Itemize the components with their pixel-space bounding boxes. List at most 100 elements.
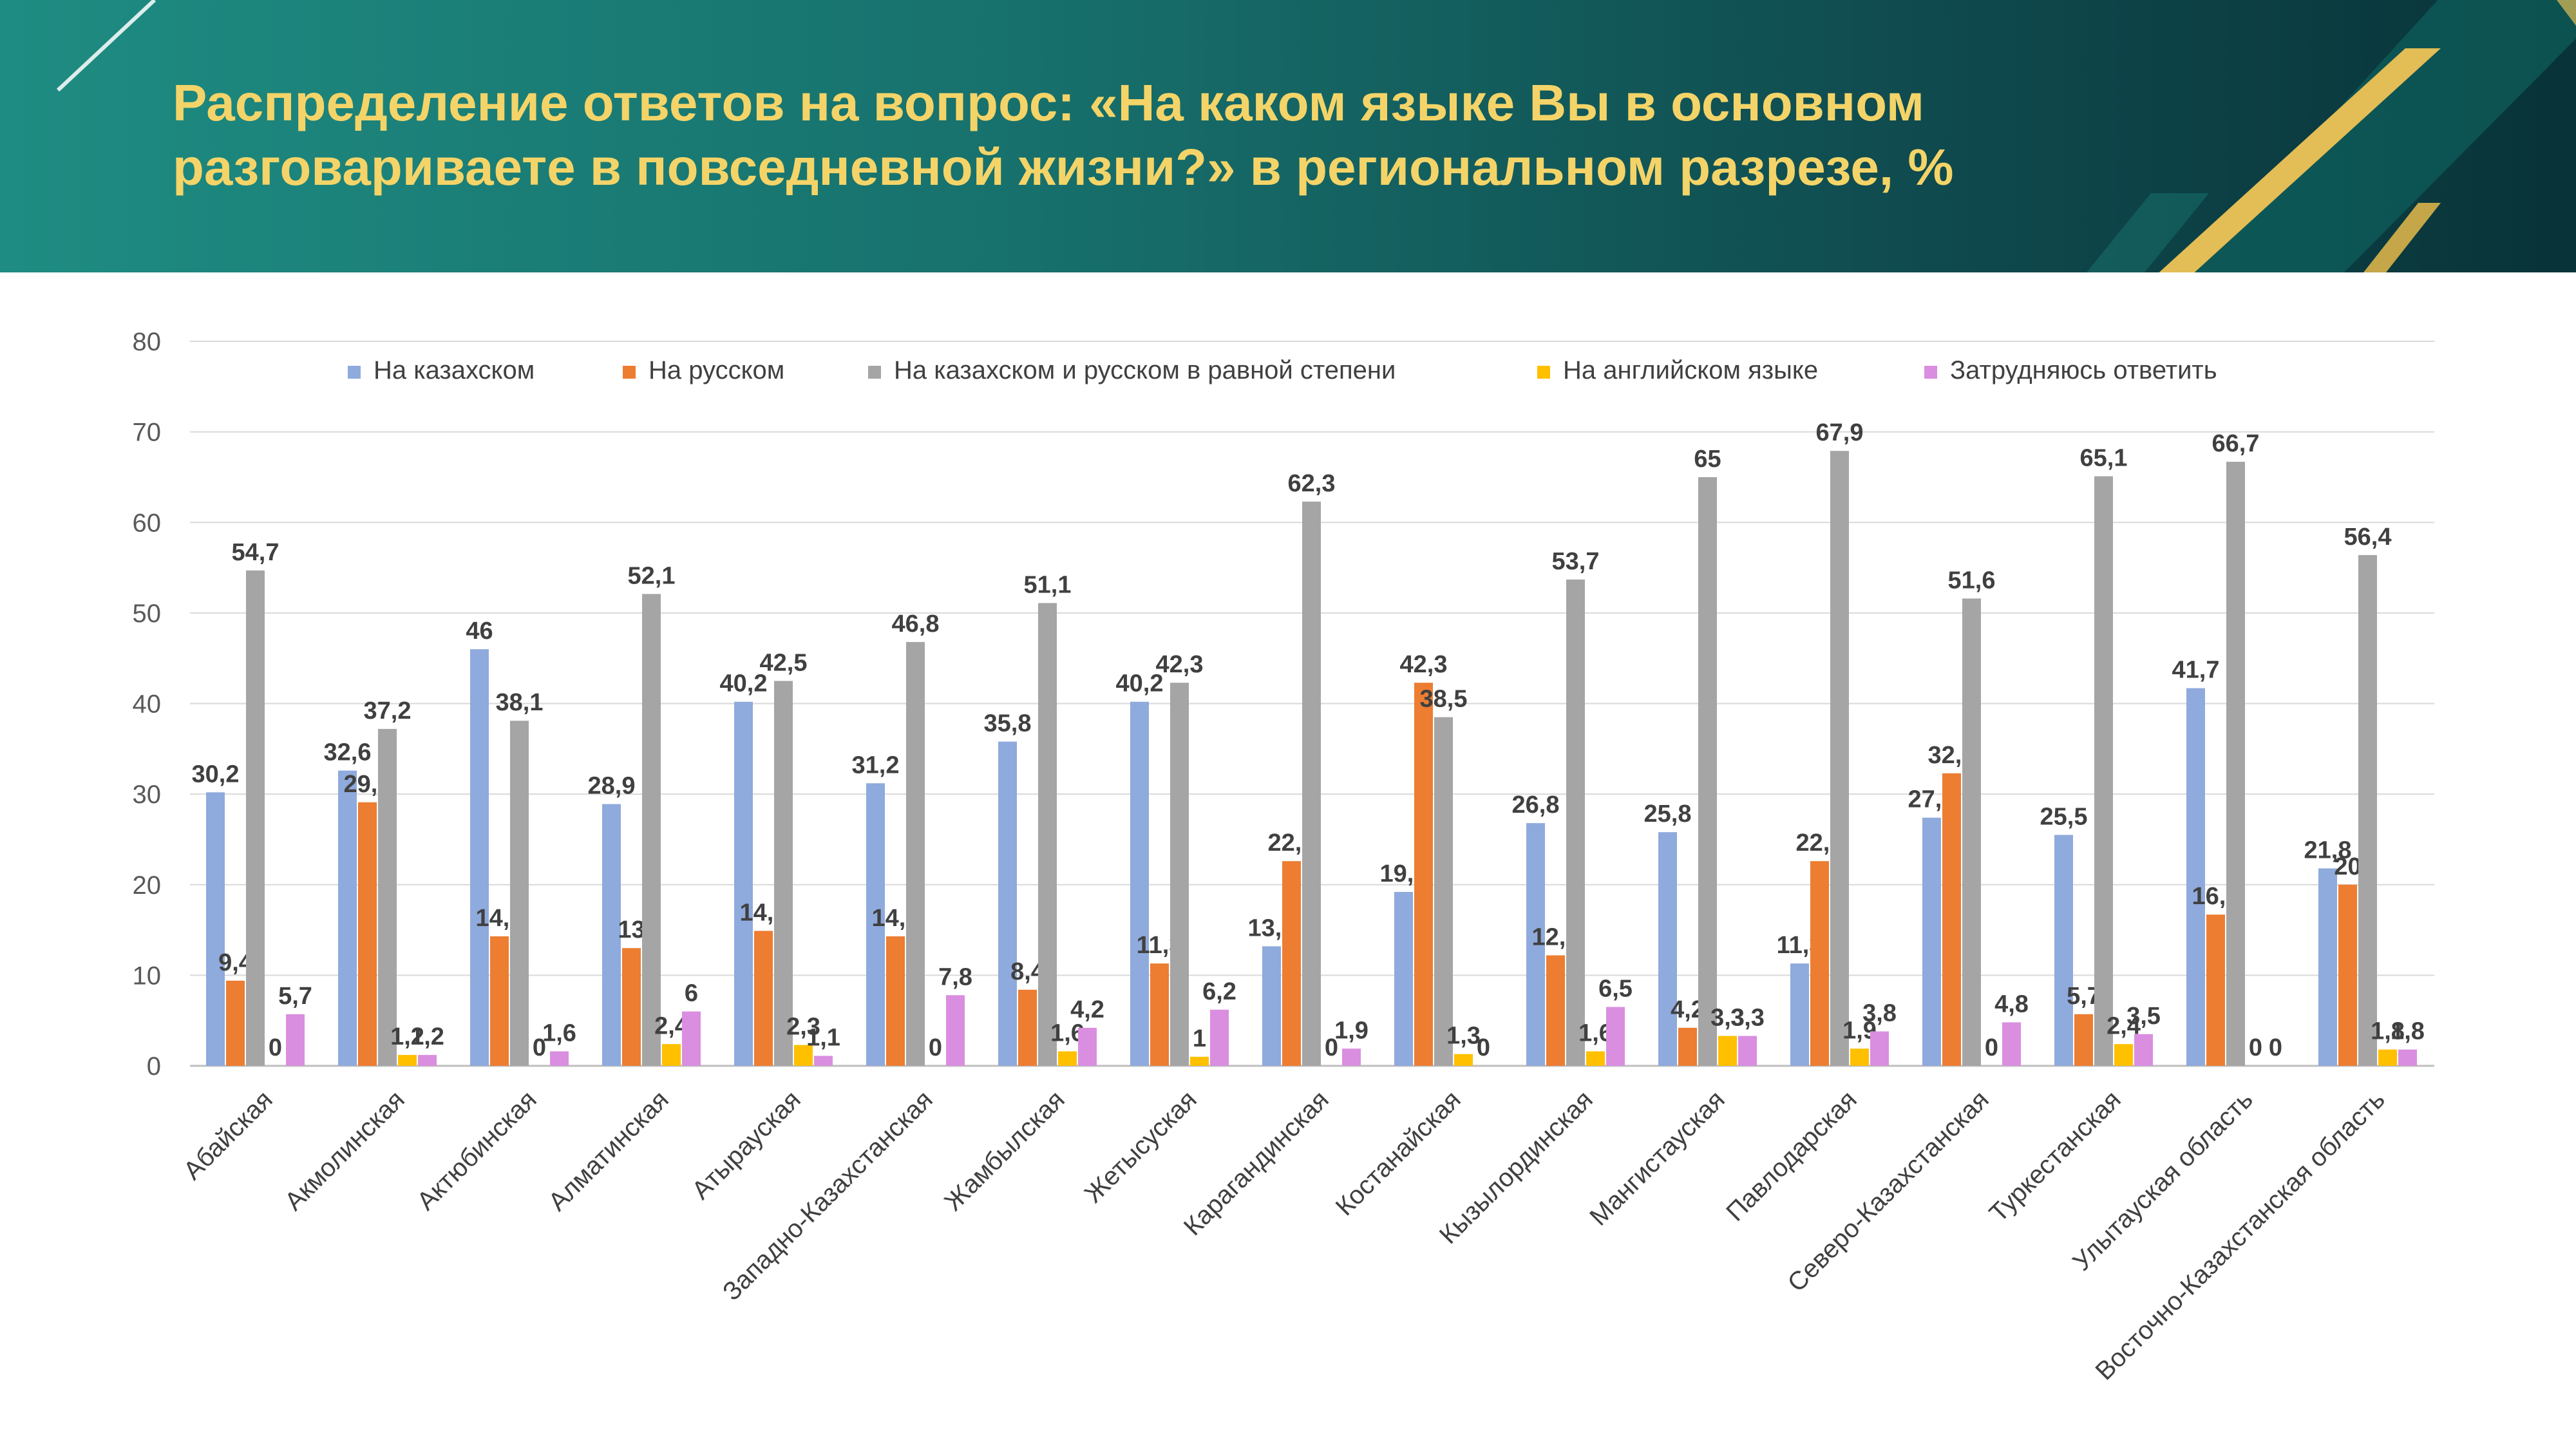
- bar: [2134, 1034, 2153, 1066]
- bar: [1058, 1051, 1077, 1066]
- category-label: Жамбылская: [939, 1085, 1070, 1217]
- bar: [2002, 1022, 2021, 1066]
- data-label: 2,3: [786, 1014, 820, 1041]
- bar: [1210, 1009, 1229, 1066]
- bar: [1586, 1051, 1605, 1066]
- header-accent-line: [56, 0, 156, 92]
- bar: [754, 931, 773, 1066]
- bar: [1282, 861, 1301, 1066]
- bar: [378, 728, 397, 1066]
- bar: [206, 792, 225, 1066]
- data-label: 3,3: [1710, 1005, 1745, 1032]
- bar: [1718, 1036, 1737, 1066]
- data-label: 21,8: [2304, 837, 2352, 864]
- data-label: 51,6: [1948, 567, 1996, 594]
- bar: [2398, 1049, 2417, 1066]
- data-label: 1,8: [2371, 1018, 2405, 1045]
- legend-swatch: [623, 366, 636, 379]
- data-label: 0: [2269, 1034, 2282, 1061]
- data-label: 4,8: [1994, 991, 2029, 1018]
- data-label: 0: [269, 1034, 282, 1061]
- data-label: 62,3: [1288, 470, 1336, 497]
- bar: [774, 681, 793, 1066]
- data-label: 35,8: [984, 710, 1032, 737]
- data-label: 0: [929, 1034, 942, 1061]
- data-label: 5,7: [278, 983, 312, 1010]
- data-label: 46,8: [892, 611, 940, 638]
- legend-label: Затрудняюсь ответить: [1950, 356, 2217, 384]
- bar: [1830, 451, 1849, 1066]
- data-label: 38,1: [496, 689, 544, 716]
- category-label: Павлодарская: [1721, 1085, 1862, 1227]
- bar: [1394, 892, 1413, 1066]
- legend-label: На русском: [649, 356, 784, 384]
- bar: [866, 783, 885, 1066]
- bar: [510, 721, 529, 1066]
- data-label: 1,8: [2391, 1018, 2425, 1045]
- y-tick-label: 30: [133, 781, 162, 809]
- data-label: 42,3: [1400, 651, 1448, 678]
- data-label: 46: [466, 618, 493, 645]
- y-tick-label: 50: [133, 600, 162, 628]
- bar: [1434, 717, 1453, 1066]
- bar: [1302, 501, 1321, 1066]
- header-decoration: [56, 0, 2576, 272]
- data-label: 1,1: [806, 1025, 840, 1052]
- bar: [2094, 476, 2113, 1066]
- data-label: 38,5: [1420, 686, 1468, 713]
- bar: [1698, 477, 1717, 1066]
- bar: [1414, 683, 1433, 1066]
- data-label: 1,6: [542, 1020, 576, 1047]
- bar: [2338, 884, 2357, 1066]
- legend-swatch: [1924, 366, 1937, 379]
- bar: [1170, 683, 1189, 1066]
- bar: [246, 570, 265, 1066]
- data-label: 20: [2334, 853, 2361, 880]
- category-label: Мангистауская: [1584, 1085, 1730, 1231]
- data-label: 1: [1193, 1025, 1206, 1052]
- data-label: 4,2: [1070, 996, 1104, 1023]
- bar: [398, 1055, 417, 1066]
- bar: [2114, 1044, 2133, 1066]
- bar: [998, 741, 1017, 1066]
- bar: [814, 1056, 833, 1066]
- bar: [2074, 1014, 2093, 1066]
- bar: [1078, 1027, 1097, 1066]
- bar: [226, 980, 245, 1066]
- bar: [682, 1011, 701, 1066]
- bar: [2206, 914, 2225, 1066]
- data-label: 6,2: [1202, 978, 1236, 1005]
- bar: [418, 1055, 437, 1066]
- category-label: Карагандинская: [1179, 1085, 1334, 1241]
- data-label: 42,5: [760, 649, 808, 676]
- data-label: 6,5: [1598, 976, 1633, 1003]
- data-label: 3,5: [2126, 1003, 2161, 1030]
- bar: [1738, 1036, 1757, 1066]
- bar: [2378, 1049, 2397, 1066]
- y-tick-label: 60: [133, 509, 162, 537]
- bar: [622, 948, 641, 1066]
- category-label: Туркестанская: [1984, 1085, 2126, 1227]
- data-label: 32,6: [324, 739, 372, 766]
- header-gold-stripe: [2159, 48, 2441, 272]
- bar: [1262, 946, 1281, 1066]
- header-stripe: [2190, 0, 2576, 272]
- data-label: 41,7: [2172, 657, 2220, 684]
- bar: [1658, 832, 1677, 1066]
- bar: [1526, 823, 1545, 1066]
- category-label: Актюбинская: [412, 1085, 542, 1216]
- data-label: 0: [533, 1034, 546, 1061]
- legend-swatch: [348, 366, 361, 379]
- data-label: 65: [1694, 446, 1721, 473]
- data-label: 52,1: [628, 562, 676, 589]
- y-tick-label: 80: [133, 328, 162, 356]
- bar: [2358, 554, 2377, 1066]
- legend-label: На английском языке: [1563, 356, 1818, 384]
- bar: [1922, 817, 1941, 1066]
- bar: [1850, 1048, 1869, 1066]
- bar: [358, 802, 377, 1066]
- data-label: 31,2: [852, 752, 900, 779]
- bar: [662, 1044, 681, 1066]
- bar: [1150, 963, 1169, 1066]
- data-label: 30,2: [192, 761, 240, 788]
